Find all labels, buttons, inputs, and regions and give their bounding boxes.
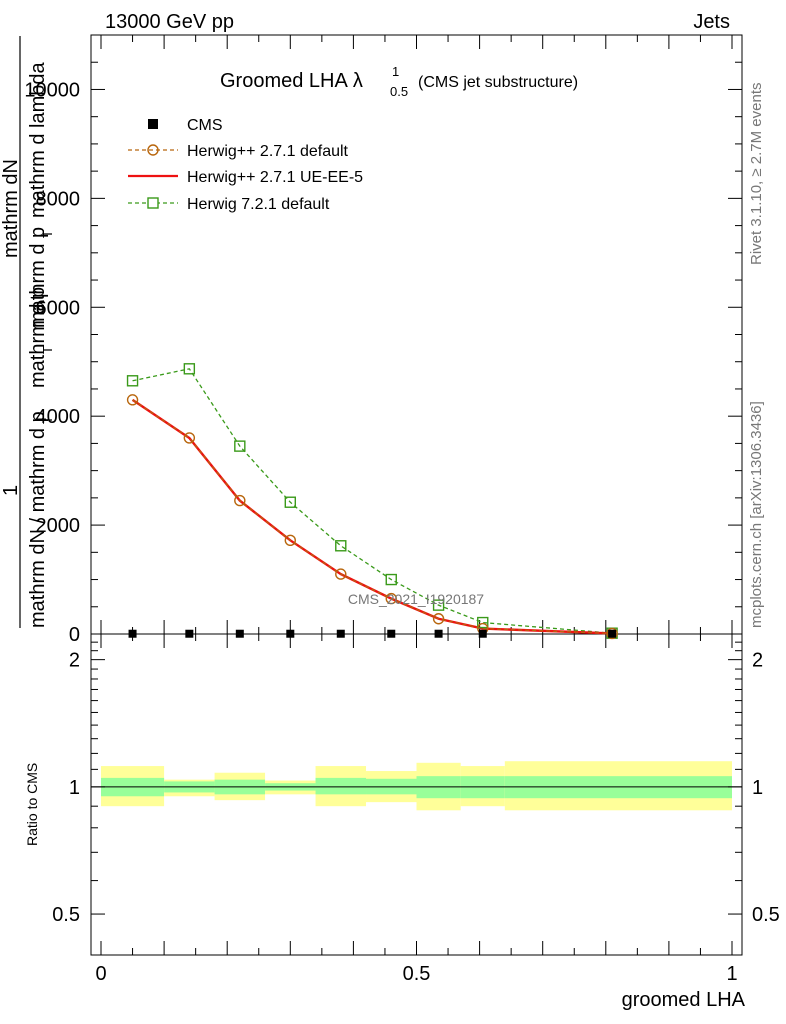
ratio-ytick-label-right: 0.5 <box>752 904 780 926</box>
main-ytick-label: 0 <box>69 624 80 646</box>
ylabel-denom-tail: mathrm d lambda <box>27 62 49 218</box>
plot-title: Groomed LHA λ <box>220 70 363 92</box>
herwigpp-default-point <box>284 534 296 547</box>
herwigpp-default-point <box>234 494 246 507</box>
main-ytick-label: 8000 <box>36 188 81 210</box>
ylabel-numer-left-sub: T <box>40 416 55 424</box>
herwigpp-default-point <box>183 432 196 444</box>
xtick-label: 1 <box>726 963 737 985</box>
ratio-ylabel: Ratio to CMS <box>24 763 40 846</box>
ylabel-extra: mathrm d p <box>27 287 49 388</box>
energy-label: 13000 GeV pp <box>105 11 234 33</box>
series-line-herwigpp-default <box>132 399 613 635</box>
ratio-ytick-label: 2 <box>69 650 80 672</box>
xaxis-label: groomed LHA <box>622 989 746 1011</box>
ratio-bands <box>101 761 732 811</box>
herwig7-point <box>477 616 489 629</box>
legend-label-herwig7-default: Herwig 7.2.1 default <box>187 196 330 213</box>
herwig7-point <box>385 573 397 586</box>
rivet-label: Rivet 3.1.10, ≥ 2.7M events <box>748 83 765 266</box>
main-ticks: 0 2000 4000 6000 8000 10000 <box>24 34 742 646</box>
ratio-ytick-label: 1 <box>69 777 80 799</box>
ylabel-one: 1 <box>0 485 22 496</box>
herwigpp-default-point <box>126 394 139 406</box>
cms-data-point <box>387 629 396 638</box>
ylabel-denom: mathrm d p <box>27 227 49 328</box>
herwigpp-default-point <box>385 592 397 605</box>
analysis-watermark: CMS_2021_I1920187 <box>348 591 484 607</box>
cms-data-point <box>185 629 194 638</box>
mcplots-label: mcplots.cern.ch [arXiv:1306.3436] <box>748 401 765 628</box>
main-ytick-label: 6000 <box>36 297 81 319</box>
title-sup: 1 <box>392 64 399 79</box>
legend-label-cms: CMS <box>187 117 223 134</box>
cms-data-point <box>478 629 487 638</box>
legend: CMS Herwig++ 2.7.1 default Herwig++ 2.7.… <box>128 117 363 213</box>
cms-data-point <box>336 629 345 638</box>
herwigpp-default-point <box>432 613 445 625</box>
ratio-ytick-label-right: 1 <box>752 777 763 799</box>
cms-data-point <box>434 629 443 638</box>
ratio-band-stat-4 <box>315 777 367 795</box>
title-note: (CMS jet substructure) <box>418 74 578 91</box>
cms-data-point <box>286 629 295 638</box>
ylabel-numer-left: mathrm dN / mathrm d p <box>27 411 49 628</box>
legend-marker-herwigpp-default <box>147 144 159 156</box>
legend-label-herwigpp-ueee5: Herwig++ 2.7.1 UE-EE-5 <box>187 169 363 186</box>
herwig7-point <box>234 440 246 452</box>
ratio-ytick-label: 0.5 <box>52 904 80 926</box>
herwig7-point <box>126 375 139 387</box>
main-ytick-label: 10000 <box>24 79 80 101</box>
xtick-label: 0.5 <box>403 963 431 985</box>
herwigpp-default-point <box>606 627 618 640</box>
cms-data-point <box>608 629 617 638</box>
herwig7-point <box>284 496 296 508</box>
ratio-ticks: 0.5 0.5 1 1 2 2 0 0.5 1 <box>52 634 780 985</box>
herwig7-point <box>183 363 196 375</box>
main-ytick-label: 2000 <box>36 515 81 537</box>
legend-label-herwigpp-default: Herwig++ 2.7.1 default <box>187 143 349 160</box>
legend-marker-herwig7-default <box>147 197 159 209</box>
ylabel-denom-sub: T <box>40 230 55 238</box>
herwigpp-default-point <box>335 568 347 580</box>
main-ylabel: 1 mathrm dN / mathrm d p T mathrm d p T … <box>0 36 55 628</box>
series-layer <box>126 363 618 640</box>
main-ytick-label: 4000 <box>36 406 81 428</box>
herwig7-point <box>432 599 445 611</box>
title-main: Groomed LHA <box>220 70 348 92</box>
ylabel-numer-right: mathrm dN <box>0 159 22 258</box>
title-lambda: λ <box>353 70 363 92</box>
title-sub: 0.5 <box>390 84 408 99</box>
cms-data-point <box>235 629 244 638</box>
xtick-label: 0 <box>95 963 106 985</box>
herwig7-point <box>335 540 347 552</box>
jets-label: Jets <box>693 11 730 33</box>
ylabel-extra-sub: T <box>40 346 55 354</box>
legend-marker-cms <box>148 119 158 129</box>
cms-data-point <box>128 629 137 638</box>
ratio-ytick-label-right: 2 <box>752 650 763 672</box>
